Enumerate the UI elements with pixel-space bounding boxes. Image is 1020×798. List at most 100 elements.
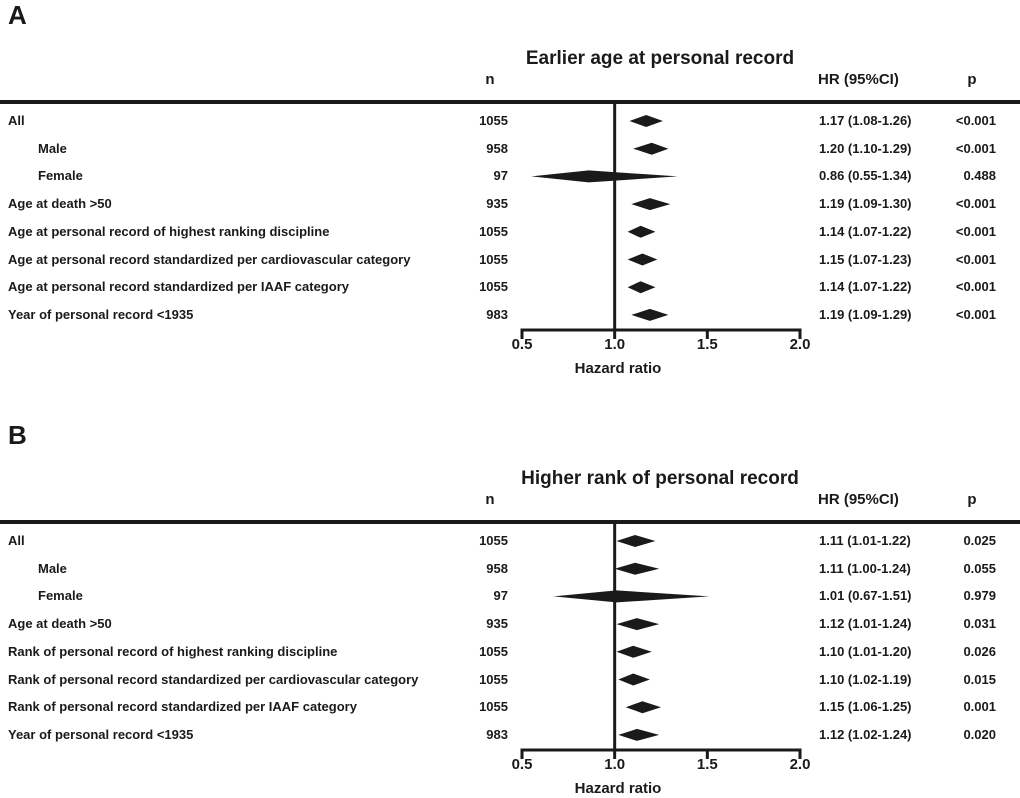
- column-header-p: p: [967, 71, 977, 88]
- panel-title: Higher rank of personal record: [521, 468, 799, 489]
- x-tick-label: 2.0: [789, 756, 811, 773]
- column-header-n: n: [485, 71, 495, 88]
- row-label: Year of personal record <1935: [8, 306, 194, 322]
- row-p-value: 0.979: [963, 588, 996, 604]
- row-hr-value: 1.19 (1.09-1.30): [819, 196, 912, 212]
- row-hr-value: 1.12 (1.01-1.24): [819, 616, 912, 632]
- row-n-value: 958: [486, 560, 508, 576]
- row-p-value: 0.488: [963, 168, 996, 184]
- row-p-value: 0.020: [963, 726, 996, 742]
- row-label: Age at death >50: [8, 196, 112, 212]
- row-p-value: <0.001: [955, 279, 996, 295]
- panel-label: A: [8, 0, 27, 30]
- header-rule: [0, 520, 1020, 524]
- x-tick-label: 1.5: [696, 336, 718, 353]
- row-n-value: 1055: [479, 671, 508, 687]
- ci-diamond: [618, 673, 650, 686]
- row-p-value: <0.001: [955, 140, 996, 156]
- row-label: Age at personal record standardized per …: [8, 251, 411, 267]
- x-axis-label: Hazard ratio: [574, 360, 662, 377]
- row-n-value: 1055: [479, 251, 508, 267]
- row-n-value: 983: [486, 306, 508, 322]
- row-hr-value: 1.10 (1.02-1.19): [819, 671, 912, 687]
- row-hr-value: 1.17 (1.08-1.26): [819, 113, 912, 128]
- row-label: Rank of personal record standardized per…: [8, 699, 357, 715]
- row-n-value: 935: [486, 616, 508, 632]
- row-n-value: 97: [493, 588, 508, 604]
- ci-diamond: [627, 225, 656, 238]
- row-hr-value: 0.86 (0.55-1.34): [819, 168, 912, 184]
- ci-diamond: [629, 115, 663, 127]
- ci-diamond: [633, 142, 669, 155]
- row-p-value: 0.031: [963, 616, 996, 632]
- header-rule: [0, 100, 1020, 104]
- ci-diamond: [616, 535, 656, 547]
- ci-diamond: [627, 281, 656, 294]
- row-hr-value: 1.14 (1.07-1.22): [819, 279, 912, 295]
- ci-diamond: [616, 618, 660, 631]
- row-p-value: 0.055: [963, 560, 996, 576]
- row-p-value: 0.015: [963, 671, 996, 687]
- row-hr-value: 1.12 (1.02-1.24): [819, 726, 912, 742]
- row-n-value: 97: [493, 168, 508, 184]
- ci-diamond: [618, 728, 660, 741]
- row-label: Age at personal record standardized per …: [8, 279, 349, 295]
- row-label: Rank of personal record standardized per…: [8, 671, 419, 687]
- row-n-value: 1055: [479, 279, 508, 295]
- row-p-value: <0.001: [955, 223, 996, 239]
- ci-diamond: [625, 701, 661, 714]
- x-tick-label: 0.5: [511, 336, 533, 353]
- x-tick-label: 2.0: [789, 336, 811, 353]
- x-tick-label: 0.5: [511, 756, 533, 773]
- row-n-value: 1055: [479, 699, 508, 715]
- panel-title: Earlier age at personal record: [525, 48, 795, 69]
- ci-diamond: [531, 170, 678, 183]
- row-n-value: 1055: [479, 113, 508, 128]
- x-tick-label: 1.5: [696, 756, 718, 773]
- row-p-value: 0.001: [963, 699, 996, 715]
- row-label: All: [8, 113, 25, 128]
- row-label: All: [8, 533, 25, 548]
- panel-label: B: [8, 420, 27, 450]
- column-header-hr: HR (95%CI): [818, 491, 899, 508]
- ci-diamond: [616, 645, 652, 658]
- row-label: Rank of personal record of highest ranki…: [8, 643, 338, 659]
- row-hr-value: 1.11 (1.00-1.24): [819, 560, 911, 576]
- column-header-p: p: [967, 491, 977, 508]
- row-hr-value: 1.10 (1.01-1.20): [819, 643, 912, 659]
- row-label: Male: [38, 140, 67, 156]
- row-p-value: <0.001: [955, 196, 996, 212]
- row-label: Age at death >50: [8, 616, 112, 632]
- row-label: Male: [38, 560, 67, 576]
- row-label: Female: [38, 588, 83, 604]
- row-hr-value: 1.19 (1.09-1.29): [819, 306, 912, 322]
- row-p-value: <0.001: [955, 251, 996, 267]
- row-hr-value: 1.20 (1.10-1.29): [819, 140, 912, 156]
- row-hr-value: 1.01 (0.67-1.51): [819, 588, 912, 604]
- row-n-value: 958: [486, 140, 508, 156]
- row-label: Age at personal record of highest rankin…: [8, 223, 330, 239]
- column-header-n: n: [485, 491, 495, 508]
- ci-diamond: [614, 562, 660, 575]
- row-n-value: 983: [486, 726, 508, 742]
- column-header-hr: HR (95%CI): [818, 71, 899, 88]
- row-p-value: 0.026: [963, 643, 996, 659]
- ci-diamond: [553, 590, 710, 603]
- row-hr-value: 1.15 (1.07-1.23): [819, 251, 912, 267]
- row-n-value: 935: [486, 196, 508, 212]
- row-n-value: 1055: [479, 223, 508, 239]
- x-tick-label: 1.0: [604, 756, 626, 773]
- row-p-value: <0.001: [955, 306, 996, 322]
- row-label: Year of personal record <1935: [8, 726, 194, 742]
- row-n-value: 1055: [479, 643, 508, 659]
- row-p-value: 0.025: [963, 533, 996, 548]
- ci-diamond: [631, 198, 671, 211]
- row-label: Female: [38, 168, 83, 184]
- x-axis-label: Hazard ratio: [574, 780, 662, 797]
- row-p-value: <0.001: [955, 113, 996, 128]
- row-hr-value: 1.14 (1.07-1.22): [819, 223, 912, 239]
- row-n-value: 1055: [479, 533, 508, 548]
- x-tick-label: 1.0: [604, 336, 626, 353]
